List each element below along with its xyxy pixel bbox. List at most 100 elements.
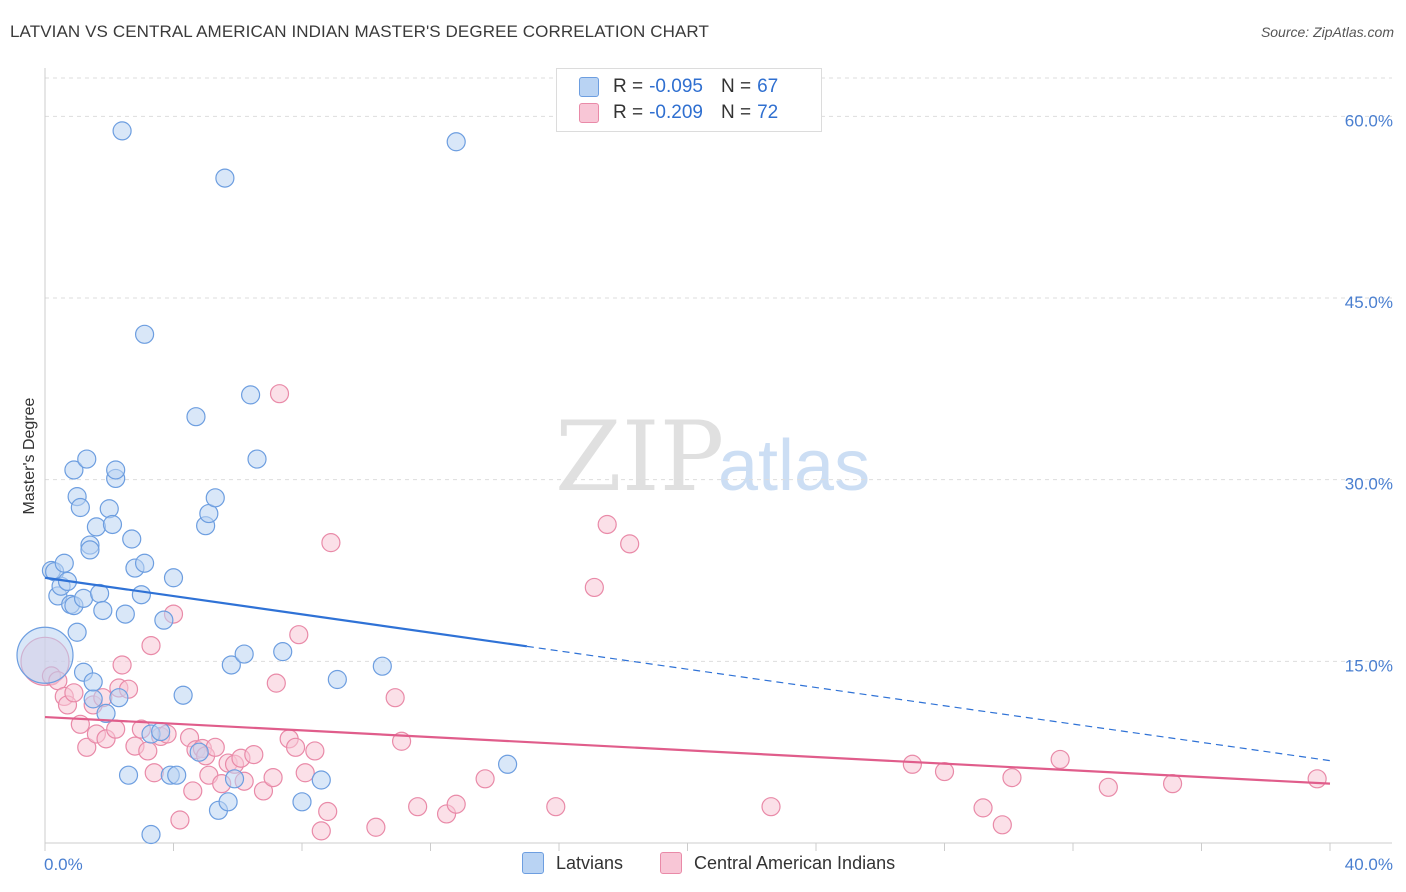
latvian-point <box>205 488 225 508</box>
legend-label-latvians: Latvians <box>556 852 624 873</box>
cai-point <box>318 801 338 822</box>
latvian-point <box>292 792 312 812</box>
cai-point <box>138 741 158 761</box>
watermark-atlas-text: atlas <box>718 426 870 506</box>
latvian-point <box>83 689 103 709</box>
cai-point <box>64 683 84 703</box>
latvian-point <box>80 540 100 560</box>
latvian-point <box>498 754 518 774</box>
cai-point <box>321 533 341 553</box>
y-axis-label: Master's Degree <box>21 397 38 514</box>
cai-point <box>141 635 161 656</box>
source-credit: Source: ZipAtlas.com <box>1260 24 1394 40</box>
legend-item-latvians[interactable]: Latvians <box>522 852 623 874</box>
latvian-point <box>54 553 74 573</box>
legend-r-value: -0.095 <box>649 76 703 97</box>
latvian-point <box>241 385 261 405</box>
chart-title: LATVIAN VS CENTRAL AMERICAN INDIAN MASTE… <box>10 22 709 41</box>
legend-r-label: R = <box>613 102 644 123</box>
cai-point <box>546 797 566 817</box>
cai-point <box>112 655 132 675</box>
cai-point <box>266 673 286 693</box>
cai-point <box>170 810 190 830</box>
legend-n-label: N = <box>720 102 752 123</box>
latvian-point <box>134 553 155 573</box>
cai-point <box>1098 777 1118 797</box>
legend-n-value: 72 <box>757 102 779 123</box>
latvian-point <box>234 644 254 664</box>
cai-point <box>106 719 126 739</box>
cai-point <box>902 754 922 774</box>
cai-point <box>305 741 325 761</box>
latvian-point <box>83 672 103 692</box>
y-tick-label: 45.0% <box>1345 293 1393 312</box>
latvian-point <box>167 765 187 785</box>
latvian-point <box>73 588 94 608</box>
cai-point <box>761 797 781 817</box>
latvian-point <box>64 460 84 480</box>
latvian-point <box>247 449 267 469</box>
cai-point <box>205 737 225 757</box>
cai-point <box>144 763 164 783</box>
central-american-indians-legend-swatch <box>660 852 682 874</box>
latvian-point <box>86 517 107 537</box>
cai-point <box>1307 769 1327 789</box>
cai-point <box>289 625 309 645</box>
latvian-point <box>154 610 174 630</box>
x-tick-label-right: 40.0% <box>1345 855 1393 874</box>
latvian-point <box>141 824 161 845</box>
x-axis-ticks: 0.0% 40.0% <box>44 855 1393 874</box>
latvian-point <box>134 324 155 344</box>
legend-label-central-american-indians: Central American Indians <box>694 852 896 873</box>
trend-lines <box>44 576 1331 785</box>
cai-point <box>311 821 331 841</box>
cai-point <box>183 781 203 801</box>
latvians-points <box>16 121 518 845</box>
cai-point <box>1050 749 1070 770</box>
latvian-point <box>67 622 87 642</box>
y-axis-ticks: 15.0% 30.0% 45.0% 60.0% <box>1345 111 1393 675</box>
cai-point <box>992 815 1012 835</box>
latvian-point <box>215 168 235 188</box>
legend-item-central-american-indians[interactable]: Central American Indians <box>660 852 895 874</box>
latvian-point <box>273 642 293 662</box>
legend-n-value: 67 <box>757 76 779 97</box>
latvian-point <box>221 655 241 675</box>
latvian-point <box>102 514 123 535</box>
latvian-point <box>70 497 90 518</box>
latvian-point <box>327 669 347 690</box>
legend-row-latvians: R = -0.095 N = 67 <box>579 75 778 99</box>
latvians-trend-line <box>44 576 528 648</box>
axes <box>44 68 1392 851</box>
latvian-point <box>77 449 97 469</box>
latvian-point <box>93 600 113 621</box>
latvian-point <box>96 703 116 724</box>
legend-n-label: N = <box>720 76 752 97</box>
series-legend: Latvians Central American Indians <box>0 852 1406 878</box>
cai-point <box>934 761 955 782</box>
cai-point <box>1002 767 1022 788</box>
watermark-zip-text: ZIP <box>555 401 724 513</box>
latvians-trend-line-projected <box>526 645 1331 762</box>
central-american-indians-swatch <box>579 103 599 123</box>
latvian-point <box>99 499 119 519</box>
cai-point <box>244 744 264 765</box>
watermark: ZIP atlas <box>555 401 870 513</box>
x-tick-label-left: 0.0% <box>44 855 83 874</box>
legend-row-central-american-indians: R = -0.209 N = 72 <box>579 101 778 125</box>
latvian-point <box>118 765 139 785</box>
cai-point <box>385 688 405 708</box>
cai-point <box>973 798 993 818</box>
latvian-point <box>446 132 466 152</box>
cai-point <box>446 794 466 814</box>
latvian-point <box>122 529 142 549</box>
latvian-point <box>186 407 206 427</box>
cai-point <box>408 797 428 817</box>
latvian-point <box>173 685 193 705</box>
latvian-point <box>151 721 171 742</box>
latvian-point <box>372 656 392 676</box>
latvian-point <box>163 568 184 588</box>
cai-point <box>584 577 604 598</box>
legend-r-label: R = <box>613 76 644 97</box>
